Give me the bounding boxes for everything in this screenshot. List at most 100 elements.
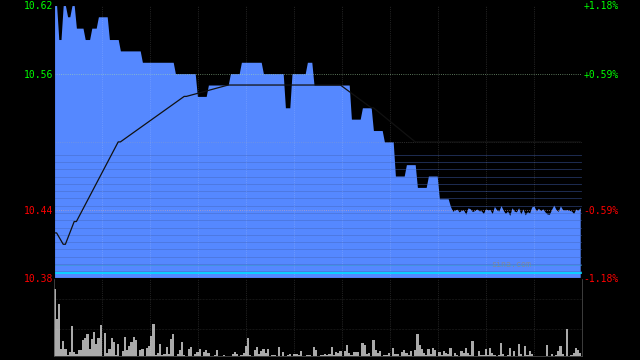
Bar [432, 348, 434, 356]
Bar [124, 337, 126, 356]
Bar [95, 344, 97, 356]
Bar [88, 350, 91, 356]
Bar [113, 342, 115, 356]
Bar [460, 351, 463, 356]
Bar [362, 343, 364, 356]
Bar [84, 338, 86, 356]
Bar [196, 352, 198, 356]
Bar [365, 354, 368, 356]
Bar [337, 353, 339, 356]
Bar [106, 353, 108, 356]
Bar [355, 352, 357, 356]
Bar [491, 352, 493, 356]
Bar [131, 342, 132, 356]
Bar [67, 355, 68, 356]
Bar [440, 355, 443, 356]
Bar [56, 319, 58, 356]
Bar [82, 339, 84, 356]
Bar [139, 350, 141, 356]
Bar [350, 355, 353, 356]
Bar [429, 354, 432, 356]
Bar [483, 355, 484, 356]
Bar [526, 355, 529, 356]
Bar [372, 339, 374, 356]
Bar [289, 354, 291, 356]
Bar [262, 349, 264, 356]
Bar [308, 355, 310, 356]
Bar [307, 355, 308, 356]
Bar [240, 355, 243, 356]
Bar [467, 353, 469, 356]
Bar [234, 352, 236, 356]
Bar [86, 334, 88, 356]
Bar [579, 353, 581, 356]
Bar [97, 338, 99, 356]
Bar [134, 340, 137, 356]
Bar [559, 346, 561, 356]
Bar [348, 353, 350, 356]
Bar [465, 348, 467, 356]
Bar [414, 350, 416, 356]
Bar [159, 344, 161, 356]
Bar [493, 355, 495, 356]
Bar [166, 347, 168, 356]
Bar [282, 352, 284, 356]
Bar [247, 338, 249, 356]
Bar [198, 349, 201, 356]
Bar [353, 352, 355, 356]
Bar [335, 352, 337, 356]
Bar [68, 352, 71, 356]
Bar [260, 351, 262, 356]
Bar [207, 354, 209, 356]
Bar [394, 354, 397, 356]
Bar [416, 334, 419, 356]
Bar [500, 343, 502, 356]
Bar [267, 348, 269, 356]
Bar [480, 355, 483, 356]
Bar [489, 348, 491, 356]
Bar [58, 303, 60, 356]
Bar [443, 351, 445, 356]
Bar [339, 351, 342, 356]
Bar [330, 347, 333, 356]
Bar [509, 348, 511, 356]
Bar [104, 333, 106, 356]
Bar [62, 341, 64, 356]
Bar [383, 355, 385, 356]
Bar [80, 350, 82, 356]
Bar [573, 354, 575, 356]
Bar [300, 351, 302, 356]
Bar [419, 345, 420, 356]
Bar [392, 348, 394, 356]
Bar [445, 354, 447, 356]
Bar [550, 354, 553, 356]
Bar [557, 351, 559, 356]
Bar [73, 352, 76, 356]
Bar [146, 348, 148, 356]
Bar [177, 354, 179, 356]
Bar [368, 353, 370, 356]
Bar [520, 354, 522, 356]
Bar [183, 355, 186, 356]
Bar [385, 355, 388, 356]
Bar [529, 351, 531, 356]
Bar [438, 352, 440, 356]
Bar [428, 349, 429, 356]
Bar [271, 355, 273, 356]
Bar [108, 349, 111, 356]
Bar [128, 346, 131, 356]
Bar [531, 354, 533, 356]
Bar [454, 353, 456, 356]
Bar [478, 351, 480, 356]
Bar [232, 354, 234, 356]
Bar [253, 350, 256, 356]
Bar [77, 350, 80, 356]
Bar [397, 354, 399, 356]
Bar [122, 351, 124, 356]
Bar [403, 350, 405, 356]
Text: sina.com: sina.com [491, 260, 531, 269]
Bar [322, 355, 324, 356]
Bar [425, 355, 428, 356]
Bar [377, 352, 379, 356]
Bar [471, 341, 474, 356]
